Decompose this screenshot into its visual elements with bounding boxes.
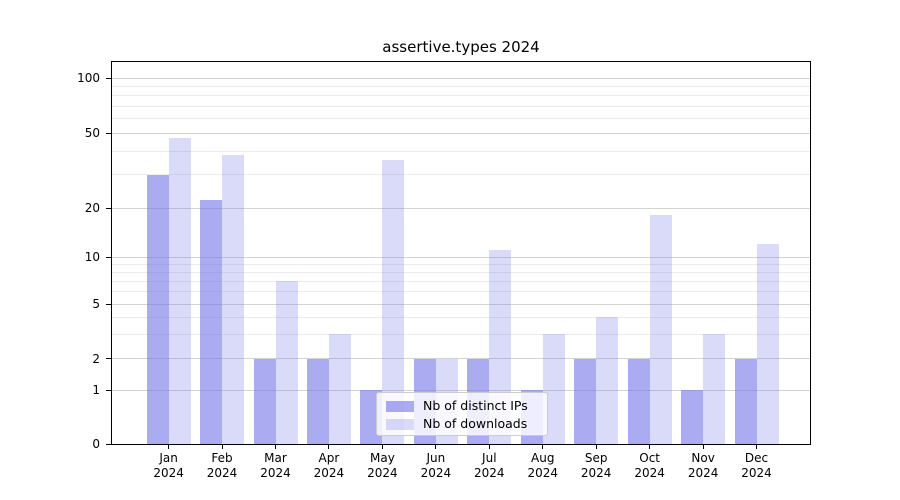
x-axis-tick <box>542 445 544 449</box>
bar-distinct-ips <box>627 358 650 444</box>
x-axis-tick-label: Jul 2024 <box>474 451 505 480</box>
x-axis-tick-label: May 2024 <box>367 451 398 480</box>
x-axis-tick-label: Feb 2024 <box>206 451 238 480</box>
x-axis-tick <box>702 445 704 449</box>
minor-gridline <box>112 263 810 265</box>
x-axis-tick <box>221 445 223 449</box>
minor-gridline <box>112 118 810 120</box>
y-axis-tick <box>106 303 111 305</box>
major-gridline <box>112 389 810 391</box>
y-axis-tick <box>106 389 111 391</box>
y-axis-tick-label: 1 <box>92 383 100 398</box>
y-axis-tick-label: 0 <box>92 437 100 451</box>
x-axis-tick <box>328 445 330 449</box>
x-axis-tick-label: Jun 2024 <box>420 451 452 480</box>
y-axis-tick <box>106 77 111 79</box>
minor-gridline <box>112 95 810 97</box>
bar-distinct-ips <box>574 358 597 444</box>
bar-distinct-ips <box>734 358 757 444</box>
legend-item-downloads: Nb of downloads <box>386 416 547 432</box>
bar-downloads <box>703 334 726 444</box>
bar-downloads <box>649 215 672 444</box>
plot-area <box>111 61 811 445</box>
minor-gridline <box>112 150 810 152</box>
bar-downloads <box>596 317 619 444</box>
y-axis-tick-label: 50 <box>84 126 100 140</box>
minor-gridline <box>112 174 810 176</box>
y-axis-tick-label: 100 <box>77 71 100 85</box>
major-gridline <box>112 132 810 134</box>
x-axis-tick <box>381 445 383 449</box>
minor-gridline <box>112 333 810 335</box>
legend: Nb of distinct IPs Nb of downloads <box>376 392 548 436</box>
y-axis-tick <box>106 358 111 360</box>
bar-distinct-ips <box>200 200 223 444</box>
y-axis-tick <box>106 256 111 258</box>
bar-downloads <box>168 138 191 444</box>
x-axis-tick-label: Apr 2024 <box>313 451 345 480</box>
bar-distinct-ips <box>681 390 704 444</box>
bar-downloads <box>542 334 565 444</box>
bar-downloads <box>275 281 298 444</box>
bar-distinct-ips <box>146 174 169 444</box>
x-axis-tick-label: Sep 2024 <box>580 451 612 480</box>
x-axis-tick-label: Dec 2024 <box>741 451 772 480</box>
y-axis-tick-label: 5 <box>92 297 100 311</box>
y-axis-tick <box>106 132 111 134</box>
chart-title: assertive.types 2024 <box>382 38 540 56</box>
x-axis-tick-label: Jan 2024 <box>153 451 184 480</box>
x-axis-tick-label: Mar 2024 <box>260 451 291 480</box>
legend-swatch-distinct-ips <box>386 400 414 412</box>
bar-downloads <box>328 334 351 444</box>
y-axis-tick-label: 2 <box>92 351 100 366</box>
major-gridline <box>112 303 810 305</box>
bar-downloads <box>756 244 779 444</box>
legend-swatch-downloads <box>386 418 414 430</box>
minor-gridline <box>112 316 810 318</box>
y-axis-tick-label: 10 <box>84 250 100 264</box>
major-gridline <box>112 77 810 79</box>
y-axis-tick <box>106 207 111 209</box>
x-axis-tick <box>168 445 170 449</box>
legend-item-distinct-ips: Nb of distinct IPs <box>386 398 547 414</box>
legend-label-downloads: Nb of downloads <box>423 416 528 431</box>
minor-gridline <box>112 85 810 87</box>
x-axis-tick <box>595 445 597 449</box>
y-axis-tick <box>106 443 111 445</box>
x-axis-tick <box>435 445 437 449</box>
minor-gridline <box>112 291 810 293</box>
minor-gridline <box>112 105 810 107</box>
x-axis-tick <box>649 445 651 449</box>
major-gridline <box>112 256 810 258</box>
y-axis-tick-label: 20 <box>84 201 100 215</box>
minor-gridline <box>112 280 810 282</box>
bar-downloads <box>382 159 405 444</box>
bar-distinct-ips <box>306 358 329 444</box>
x-axis-tick-label: Oct 2024 <box>634 451 665 480</box>
bar-distinct-ips <box>253 358 276 444</box>
bar-downloads <box>222 155 245 444</box>
major-gridline <box>112 207 810 209</box>
x-axis-tick <box>488 445 490 449</box>
minor-gridline <box>112 271 810 273</box>
x-axis-tick <box>756 445 758 449</box>
x-axis-tick <box>275 445 276 449</box>
major-gridline <box>112 358 810 360</box>
legend-label-distinct-ips: Nb of distinct IPs <box>423 398 528 413</box>
x-axis-tick-label: Nov 2024 <box>687 451 719 480</box>
x-axis-tick-label: Aug 2024 <box>527 451 559 480</box>
